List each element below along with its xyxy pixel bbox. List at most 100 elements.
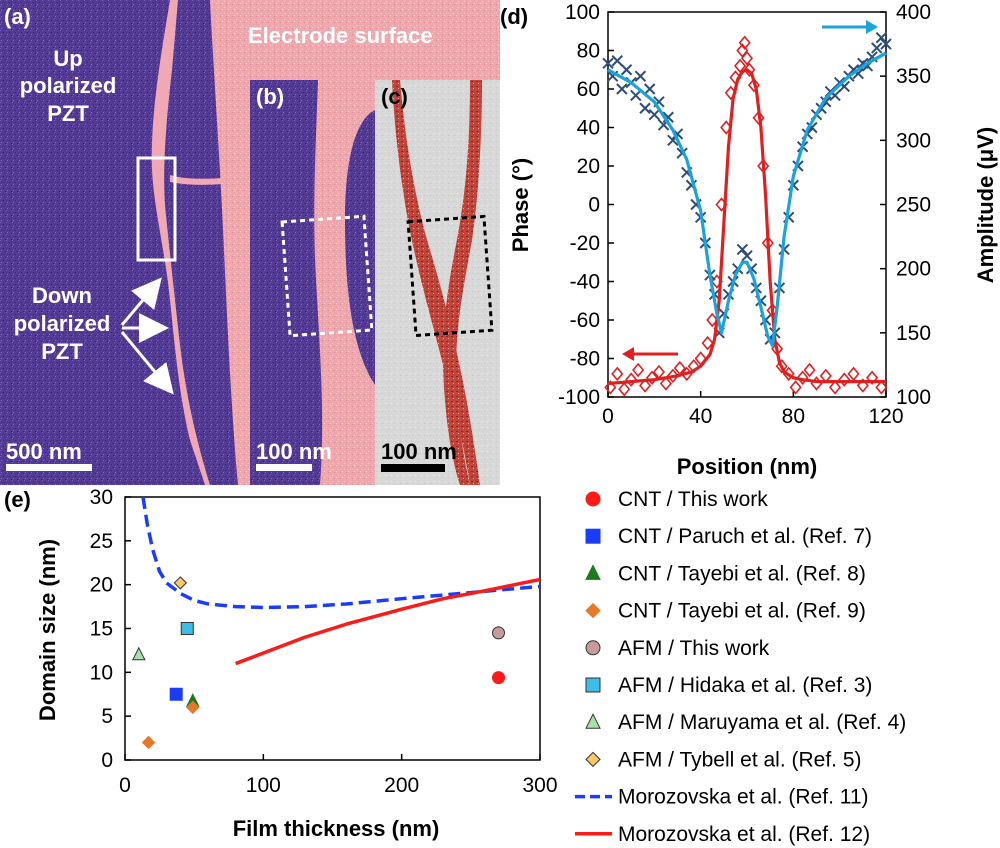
triangle-marker	[132, 646, 146, 661]
diamond-point	[618, 382, 631, 397]
electrode-surface-label: Electrode surface	[248, 23, 433, 48]
y-tick-label-e: 5	[101, 705, 113, 728]
y-tick-label-right-d: 150	[896, 322, 931, 345]
diamond-point	[775, 358, 788, 374]
y-tick-label-right-d: 300	[896, 129, 931, 152]
diamond-point	[803, 362, 816, 378]
down-polarized-label: Down polarized PZT	[14, 283, 111, 364]
panel-b-label: (b)	[256, 84, 284, 109]
diamond-point	[639, 378, 652, 393]
diamond-marker	[173, 576, 188, 590]
x-tick-label-d: 0	[602, 405, 614, 428]
diamond-point	[838, 372, 851, 387]
scale-label-b: 100 nm	[256, 439, 332, 464]
diamond-point	[743, 62, 756, 77]
x-point	[736, 243, 749, 256]
diamond-point	[789, 380, 802, 395]
triangle-marker	[585, 713, 601, 729]
legend-label: CNT / Tayebi et al. (Ref. 8)	[618, 562, 866, 585]
legend-label: AFM / This work	[618, 637, 770, 660]
legend-item: Morozovska et al. (Ref. 12)	[575, 823, 870, 846]
roi-box-a	[136, 156, 177, 262]
diamond-point	[666, 368, 679, 384]
x-point	[620, 64, 633, 76]
series-cnt-paruch-et-al-ref-7-	[169, 687, 183, 701]
series-afm-this-work	[492, 626, 505, 640]
axis-ticks-d: 0 40 80 120 -100 -80 -60 -40 -20 0 20 40 60 80 100 100 1…	[558, 1, 931, 428]
up-text-2: polarized	[20, 73, 117, 98]
xlabel-d: Position (nm)	[677, 454, 818, 479]
axis-arrows-d	[622, 20, 878, 361]
x-point	[880, 38, 892, 50]
diamond-point	[747, 77, 760, 93]
roi-box-b	[280, 214, 374, 338]
legend-e: CNT / This work CNT / Paruch et al. (Ref.…	[575, 488, 906, 846]
y-tick-label-left-d: -20	[570, 232, 600, 255]
y-tick-label-left-d: -40	[570, 271, 600, 294]
scale-label-a: 500 nm	[6, 439, 82, 464]
panel-d-label: (d)	[500, 4, 528, 29]
diamond-point	[738, 35, 751, 51]
morozovska-et-al-ref-12--curve	[235, 577, 540, 666]
series-d	[602, 31, 892, 397]
legend-label: CNT / Paruch et al. (Ref. 7)	[618, 525, 872, 548]
up-text-1: Up	[53, 46, 82, 71]
ylabel-right-d: Amplitude (μV)	[973, 127, 998, 283]
legend-item: CNT / Paruch et al. (Ref. 7)	[585, 525, 872, 548]
diamond-point	[701, 335, 714, 351]
morozovska-et-al-ref-11--curve	[141, 497, 540, 610]
chart-d: (d) 0 40 80 120 -100 -80 -60 -40 -20 0 20 40 60 80 100…	[500, 1, 998, 479]
series-cnt-tayebi-et-al-ref-9-	[141, 700, 200, 750]
legend-label: CNT / This work	[618, 488, 768, 511]
y-tick-label-e: 25	[90, 530, 113, 553]
x-tick-label-d: 80	[782, 405, 805, 428]
y-tick-label-e: 15	[90, 618, 113, 641]
scalebar-a	[6, 464, 92, 471]
phase-fit-line	[607, 68, 886, 386]
x-point	[630, 89, 642, 102]
down-polarized-arrows	[120, 277, 174, 395]
y-tick-label-right-d: 250	[896, 194, 931, 217]
y-tick-label-left-d: 80	[577, 40, 600, 63]
panel-b-image	[250, 80, 375, 485]
series-afm-hidaka-et-al-ref-3-	[180, 622, 194, 635]
diamond-point	[752, 110, 765, 126]
diamond-point	[734, 58, 747, 74]
diamond-point	[740, 50, 754, 66]
diamond-point	[847, 366, 860, 382]
diamond-marker	[141, 735, 156, 750]
roi-box-c	[406, 214, 494, 338]
legend-item: AFM / This work	[585, 637, 770, 660]
square-marker	[180, 622, 194, 635]
y-tick-label-left-d: 20	[577, 155, 600, 178]
panel-e-label: (e)	[4, 487, 31, 512]
diamond-point	[856, 378, 869, 393]
y-tick-label-e: 30	[90, 486, 113, 509]
square-marker	[585, 677, 601, 693]
square-marker	[585, 528, 601, 544]
legend-item: Morozovska et al. (Ref. 11)	[575, 786, 869, 809]
x-point	[634, 70, 647, 82]
x-point	[643, 83, 656, 95]
legend-item: CNT / Tayebi et al. (Ref. 9)	[585, 600, 866, 623]
up-text-3: PZT	[47, 101, 89, 126]
y-tick-label-left-d: 40	[577, 117, 600, 140]
legend-label: CNT / Tayebi et al. (Ref. 9)	[618, 600, 866, 623]
x-tick-label-d: 40	[689, 405, 712, 428]
legend-item: AFM / Hidaka et al. (Ref. 3)	[585, 674, 872, 697]
diamond-point	[604, 380, 617, 395]
legend-item: CNT / Tayebi et al. (Ref. 8)	[585, 562, 866, 585]
panel-c-image	[375, 80, 500, 485]
diamond-point	[796, 370, 809, 385]
y-tick-label-e: 10	[90, 661, 113, 684]
circle-marker	[585, 640, 601, 656]
xlabel-e: Film thickness (nm)	[233, 816, 440, 841]
y-tick-label-right-d: 400	[896, 1, 931, 24]
up-polarized-label: Up polarized PZT	[20, 46, 117, 126]
legend-item: CNT / This work	[585, 488, 768, 511]
series-afm-maruyama-et-al-ref-4-	[132, 646, 146, 661]
x-point	[648, 108, 661, 121]
legend-label: Morozovska et al. (Ref. 11)	[618, 786, 869, 809]
diamond-point	[611, 366, 624, 382]
